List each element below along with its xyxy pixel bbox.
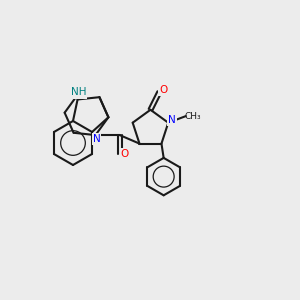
Text: NH: NH: [71, 88, 86, 98]
Text: N: N: [93, 134, 100, 144]
Text: O: O: [121, 149, 129, 159]
Text: N: N: [168, 115, 176, 125]
Text: CH₃: CH₃: [184, 112, 201, 121]
Text: O: O: [159, 85, 167, 95]
